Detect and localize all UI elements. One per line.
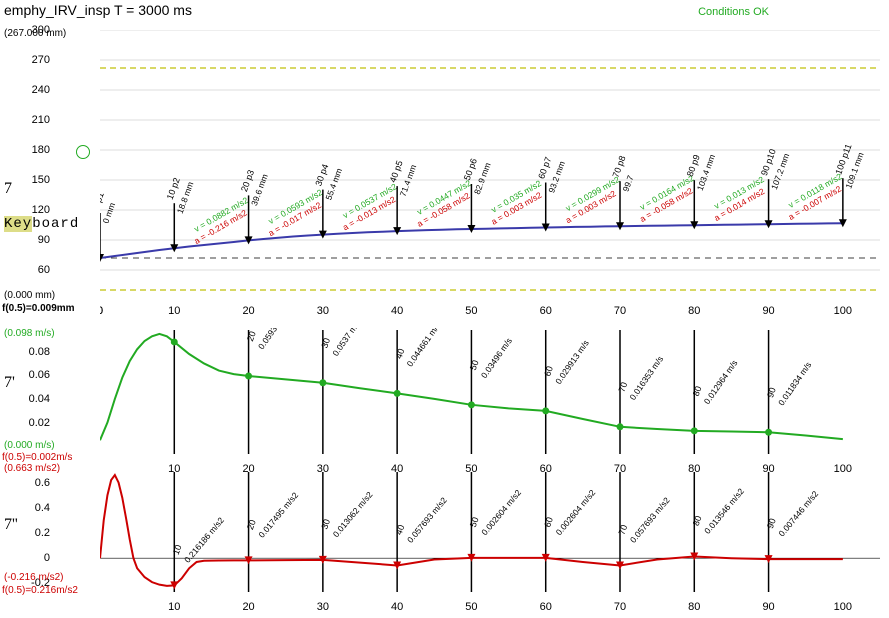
svg-text:10: 10 <box>168 601 180 613</box>
svg-text:10: 10 <box>171 543 184 556</box>
svg-text:30: 30 <box>319 337 332 350</box>
svg-text:0.216186 m/s2: 0.216186 m/s2 <box>182 515 226 565</box>
chart3-ymin: (-0.216 m/s2) <box>4 572 63 583</box>
svg-text:0.0537 m/s: 0.0537 m/s <box>330 328 362 358</box>
svg-text:90: 90 <box>765 386 778 399</box>
chart3-f05: f(0.5)=0.216m/s2 <box>2 585 78 596</box>
svg-text:30: 30 <box>319 518 332 531</box>
svg-text:40: 40 <box>391 601 403 613</box>
svg-text:80: 80 <box>688 601 700 613</box>
svg-text:50: 50 <box>465 305 477 317</box>
chart2-f05: f(0.5)=0.002m/s <box>2 452 72 463</box>
svg-text:0: 0 <box>100 305 103 317</box>
chart3-ymax: (0.663 m/s2) <box>4 463 60 474</box>
svg-text:60: 60 <box>540 601 552 613</box>
svg-text:70: 70 <box>614 305 626 317</box>
svg-text:10: 10 <box>168 305 180 317</box>
svg-text:0.012964 m/s: 0.012964 m/s <box>702 358 740 406</box>
chart1-ymin: (0.000 mm) <box>4 290 55 301</box>
svg-text:40: 40 <box>394 523 407 536</box>
svg-text:0.029913 m/s: 0.029913 m/s <box>553 338 591 386</box>
velocity-chart: 102030405060708090100100.088211 m/s200.0… <box>100 328 880 480</box>
position-chart: 010203040506070809010000 p10 mm10 p218.8… <box>100 30 880 322</box>
svg-text:99.7: 99.7 <box>620 174 635 193</box>
chart2-ymin: (0.000 m/s) <box>4 440 55 451</box>
svg-text:20: 20 <box>242 305 254 317</box>
svg-text:80: 80 <box>691 514 704 527</box>
svg-text:0.013546 m/s2: 0.013546 m/s2 <box>702 486 746 536</box>
svg-text:20: 20 <box>245 330 258 343</box>
svg-text:80: 80 <box>688 305 700 317</box>
svg-text:0.002604 m/s2: 0.002604 m/s2 <box>479 487 523 537</box>
svg-text:0.013062 m/s2: 0.013062 m/s2 <box>331 489 375 539</box>
svg-text:20: 20 <box>245 518 258 531</box>
svg-text:90: 90 <box>762 601 774 613</box>
svg-text:50: 50 <box>468 516 481 529</box>
svg-text:0.05935 m/s: 0.05935 m/s <box>256 328 291 351</box>
svg-text:70: 70 <box>614 601 626 613</box>
svg-text:0.017495 m/s2: 0.017495 m/s2 <box>256 490 300 540</box>
svg-text:0.007446 m/s2: 0.007446 m/s2 <box>776 489 820 539</box>
acceleration-chart: 102030405060708090100100.216186 m/s2200.… <box>100 470 880 618</box>
svg-text:0.016353 m/s: 0.016353 m/s <box>627 354 665 402</box>
chart1-series-name: 7 <box>4 180 12 198</box>
circle-marker-icon <box>76 145 90 159</box>
svg-text:50: 50 <box>468 359 481 372</box>
chart1-ymax: (267.000 mm) <box>4 28 66 39</box>
svg-text:60: 60 <box>542 365 555 378</box>
svg-text:0.044661 m/s: 0.044661 m/s <box>405 328 443 369</box>
svg-text:30: 30 <box>317 305 329 317</box>
svg-text:0.057693 m/s2: 0.057693 m/s2 <box>405 495 449 545</box>
svg-text:70: 70 <box>616 523 629 536</box>
svg-text:0.03496 m/s: 0.03496 m/s <box>479 336 514 380</box>
svg-text:0.011834 m/s: 0.011834 m/s <box>776 360 813 407</box>
chart1-f05: f(0.5)=0.009mm <box>2 303 75 314</box>
chart2-ymax: (0.098 m/s) <box>4 328 55 339</box>
svg-text:0 mm: 0 mm <box>100 201 117 224</box>
svg-text:40: 40 <box>394 347 407 360</box>
svg-text:0.057693 m/s2: 0.057693 m/s2 <box>628 495 672 545</box>
page-title: emphy_IRV_insp T = 3000 ms <box>4 2 192 18</box>
chart2-series-name: 7' <box>4 374 15 392</box>
svg-text:90: 90 <box>762 305 774 317</box>
svg-text:20: 20 <box>242 601 254 613</box>
svg-text:30: 30 <box>317 601 329 613</box>
svg-text:80: 80 <box>691 385 704 398</box>
keyboard-label: Keyboard <box>4 216 79 232</box>
svg-text:60: 60 <box>542 516 555 529</box>
svg-text:70: 70 <box>616 381 629 394</box>
svg-text:100: 100 <box>834 601 852 613</box>
svg-text:90: 90 <box>765 517 778 530</box>
svg-text:50: 50 <box>465 601 477 613</box>
conditions-status: Conditions OK <box>698 6 769 18</box>
svg-text:100: 100 <box>834 305 852 317</box>
svg-text:40: 40 <box>391 305 403 317</box>
chart3-series-name: 7'' <box>4 516 18 534</box>
svg-text:60: 60 <box>540 305 552 317</box>
svg-text:0.002604 m/s2: 0.002604 m/s2 <box>554 487 598 537</box>
